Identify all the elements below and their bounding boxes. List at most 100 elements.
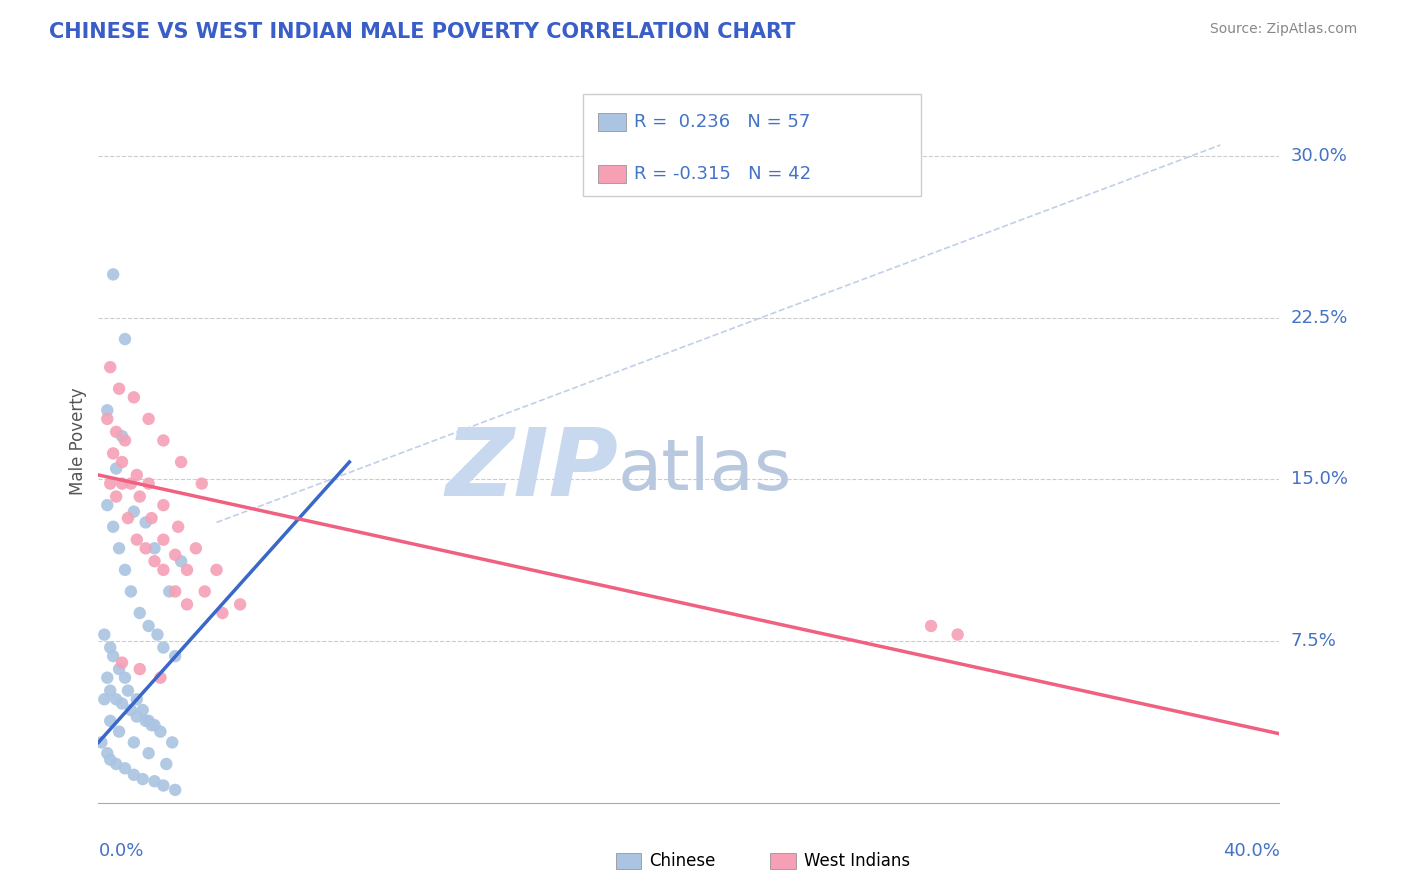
Point xyxy=(146,627,169,641)
Text: 40.0%: 40.0% xyxy=(1223,842,1279,860)
Point xyxy=(98,753,121,767)
Point xyxy=(170,455,193,469)
Point xyxy=(170,554,193,568)
Point xyxy=(114,332,136,346)
Point xyxy=(135,541,157,556)
Point xyxy=(122,505,145,519)
Point xyxy=(122,768,145,782)
Text: 15.0%: 15.0% xyxy=(1291,470,1347,488)
Point xyxy=(105,692,128,706)
Point xyxy=(152,434,174,448)
Point xyxy=(122,735,145,749)
Text: CHINESE VS WEST INDIAN MALE POVERTY CORRELATION CHART: CHINESE VS WEST INDIAN MALE POVERTY CORR… xyxy=(49,22,796,42)
Text: Chinese: Chinese xyxy=(650,852,716,870)
Point xyxy=(114,563,136,577)
Point xyxy=(96,746,118,760)
Point xyxy=(162,735,183,749)
Point xyxy=(114,761,136,775)
Point xyxy=(125,692,148,706)
Point xyxy=(143,554,166,568)
Point xyxy=(103,446,125,460)
Point xyxy=(138,619,160,633)
Point xyxy=(141,718,163,732)
Point xyxy=(120,584,142,599)
Point xyxy=(152,498,174,512)
Text: 30.0%: 30.0% xyxy=(1291,147,1347,165)
Text: 7.5%: 7.5% xyxy=(1291,632,1337,650)
Point xyxy=(135,516,157,530)
Point xyxy=(96,671,118,685)
Point xyxy=(96,403,118,417)
Point xyxy=(128,662,150,676)
Point xyxy=(105,425,128,439)
Point xyxy=(135,714,157,728)
Point xyxy=(111,476,134,491)
Point xyxy=(176,563,198,577)
Point xyxy=(108,541,131,556)
Point xyxy=(103,520,125,534)
Text: R = -0.315   N = 42: R = -0.315 N = 42 xyxy=(634,165,811,183)
Text: 22.5%: 22.5% xyxy=(1291,309,1348,326)
Point xyxy=(157,584,180,599)
Point xyxy=(98,640,121,655)
Point xyxy=(132,772,155,786)
Point xyxy=(165,649,187,664)
Point xyxy=(138,412,160,426)
Point xyxy=(165,548,187,562)
Point xyxy=(108,724,131,739)
Point xyxy=(103,649,125,664)
Point xyxy=(117,511,139,525)
Point xyxy=(105,461,128,475)
Point xyxy=(152,779,174,793)
Point xyxy=(138,746,160,760)
Point xyxy=(122,390,145,404)
Text: ZIP: ZIP xyxy=(446,425,619,516)
Point xyxy=(111,455,134,469)
Point xyxy=(946,627,969,641)
Point xyxy=(138,714,160,728)
Point xyxy=(108,662,131,676)
Point xyxy=(111,697,134,711)
Point xyxy=(165,584,187,599)
Point xyxy=(114,434,136,448)
Y-axis label: Male Poverty: Male Poverty xyxy=(69,388,87,495)
Point xyxy=(93,627,115,641)
Point xyxy=(920,619,942,633)
Point xyxy=(184,541,207,556)
Point xyxy=(149,671,172,685)
Text: R =  0.236   N = 57: R = 0.236 N = 57 xyxy=(634,113,810,131)
Point xyxy=(98,714,121,728)
Point xyxy=(114,671,136,685)
Point xyxy=(141,511,163,525)
Point xyxy=(96,412,118,426)
Point xyxy=(105,756,128,771)
Point xyxy=(128,606,150,620)
Point xyxy=(152,533,174,547)
Point xyxy=(96,498,118,512)
Point xyxy=(117,683,139,698)
Point xyxy=(707,153,730,167)
Point xyxy=(98,476,121,491)
Text: 0.0%: 0.0% xyxy=(98,842,143,860)
Point xyxy=(143,774,166,789)
Text: atlas: atlas xyxy=(619,436,793,505)
Point xyxy=(120,476,142,491)
Text: West Indians: West Indians xyxy=(804,852,910,870)
Point xyxy=(93,692,115,706)
Point xyxy=(111,429,134,443)
Point xyxy=(105,490,128,504)
Point xyxy=(125,467,148,482)
Point xyxy=(211,606,233,620)
Point xyxy=(149,724,172,739)
Point xyxy=(103,268,125,282)
Point xyxy=(125,533,148,547)
Point xyxy=(155,756,177,771)
Point xyxy=(111,656,134,670)
Point xyxy=(205,563,228,577)
Point xyxy=(167,520,190,534)
Point xyxy=(194,584,217,599)
Point xyxy=(165,782,187,797)
Point xyxy=(176,598,198,612)
Point xyxy=(152,640,174,655)
Point xyxy=(128,490,150,504)
